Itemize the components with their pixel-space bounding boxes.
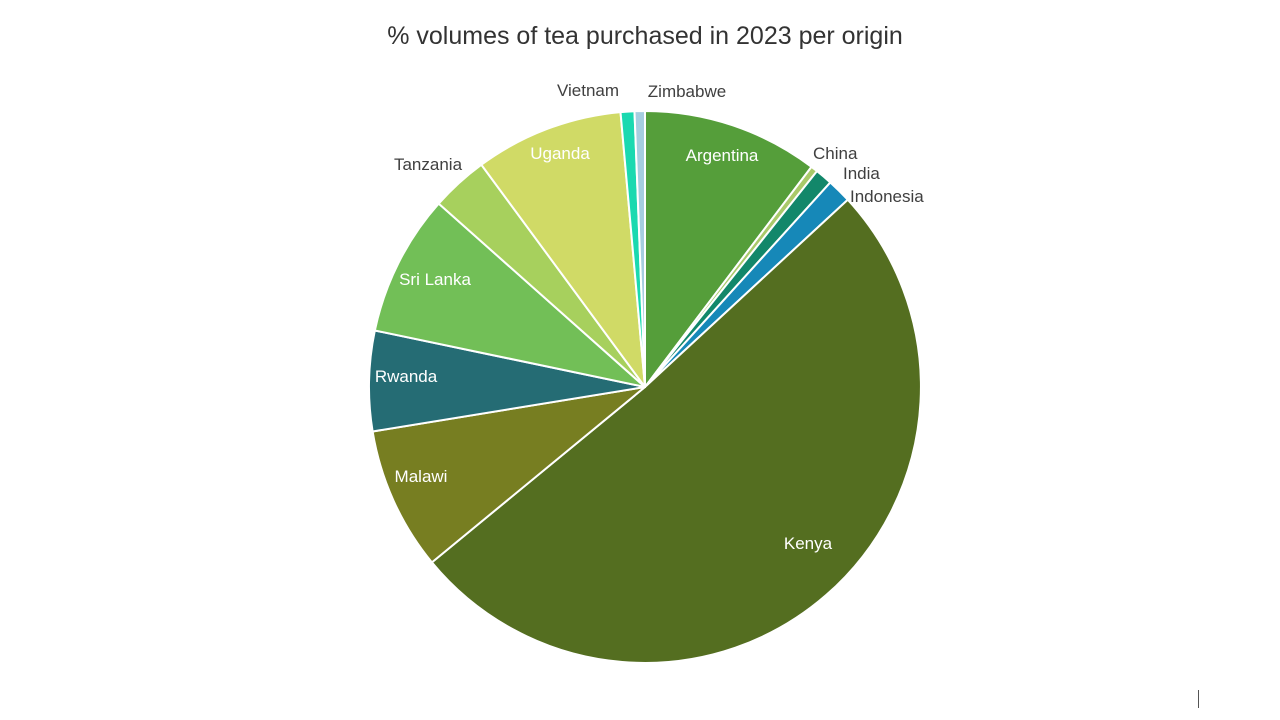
slice-label-india: India <box>843 164 880 183</box>
slice-label-malawi: Malawi <box>395 467 448 486</box>
pie-slices <box>368 110 922 664</box>
pie-slice-malawi <box>371 386 646 564</box>
slice-label-china: China <box>813 144 858 163</box>
pie-slice-zimbabwe <box>633 110 646 388</box>
slice-label-zimbabwe: Zimbabwe <box>648 82 726 101</box>
slice-label-rwanda: Rwanda <box>375 367 438 386</box>
slice-label-indonesia: Indonesia <box>850 187 924 206</box>
pie-slice-kenya <box>430 198 922 664</box>
corner-mark <box>1198 690 1199 708</box>
pie-slice-uganda <box>480 111 646 388</box>
chart-title: % volumes of tea purchased in 2023 per o… <box>387 22 903 50</box>
slice-label-tanzania: Tanzania <box>394 155 463 174</box>
slice-label-vietnam: Vietnam <box>557 81 619 100</box>
slice-label-argentina: Argentina <box>686 146 759 165</box>
slice-label-uganda: Uganda <box>530 144 590 163</box>
pie-slice-sri-lanka <box>373 202 646 388</box>
slice-label-sri-lanka: Sri Lanka <box>399 270 471 289</box>
pie-slice-argentina <box>644 110 813 388</box>
slice-label-kenya: Kenya <box>784 534 833 553</box>
